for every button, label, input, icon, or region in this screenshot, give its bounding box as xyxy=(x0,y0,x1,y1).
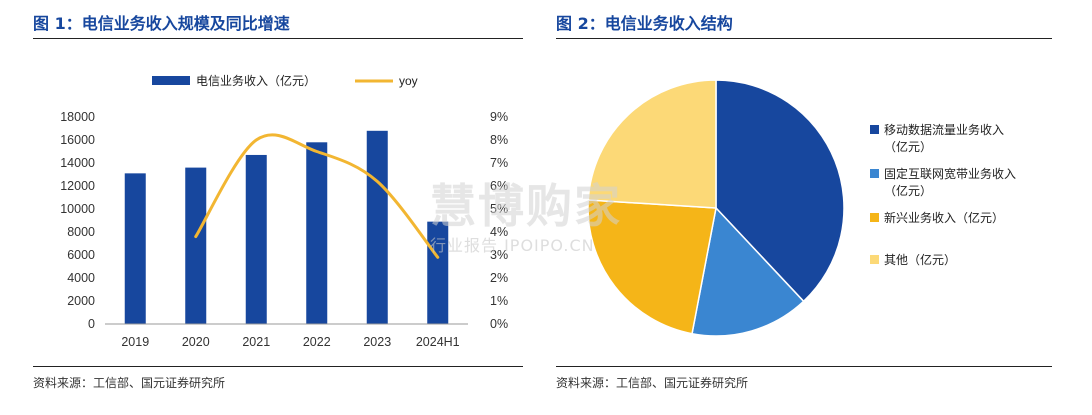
figure-1: 图 1：电信业务收入规模及同比增速 0 2000 4000 6000 8000 10000… xyxy=(33,14,523,390)
x-axis-tick-label: 2019 xyxy=(121,335,149,349)
pie-slice xyxy=(587,79,717,209)
left-axis-tick-label: 16000 xyxy=(60,133,95,147)
left-axis-tick-label: 12000 xyxy=(60,179,95,193)
right-axis-tick-label: 8% xyxy=(490,133,508,147)
left-axis-tick-label: 18000 xyxy=(60,110,95,124)
x-axis-tick-label: 2024H1 xyxy=(416,335,460,349)
x-axis-tick-label: 2022 xyxy=(303,335,331,349)
left-axis-tick-label: 2000 xyxy=(67,294,95,308)
pie-chart: 移动数据流量业务收入（亿元） 固定互联网宽带业务收入（亿元） 新兴业务收入（亿元） 其… xyxy=(587,79,1016,337)
right-axis-tick-label: 7% xyxy=(490,156,508,170)
pie-slice xyxy=(691,206,805,337)
pie-legend-label: 固定互联网宽带业务收入（亿元） xyxy=(884,166,1016,198)
right-axis-tick-label: 5% xyxy=(490,202,508,216)
pie-legend-swatch xyxy=(870,125,879,134)
right-axis-tick-label: 1% xyxy=(490,294,508,308)
x-axis-tick-label: 2023 xyxy=(363,335,391,349)
figure-2-source: 资料来源：工信部、国元证券研究所 xyxy=(556,376,749,390)
right-axis-tick-label: 4% xyxy=(490,225,508,239)
figure-2: 图 2：电信业务收入结构 移动数据流量业务收入（亿元） 固定互联网宽带业务收入（亿… xyxy=(546,0,1092,415)
pie-slice xyxy=(587,199,717,335)
pie-legend-label: 其他（亿元） xyxy=(884,252,956,267)
left-axis-tick-label: 4000 xyxy=(67,271,95,285)
bar-2023 xyxy=(366,130,388,324)
bar-2022 xyxy=(306,142,328,324)
figure-2-top-rule xyxy=(556,38,1052,39)
legend-label-revenue: 电信业务收入（亿元） xyxy=(196,73,316,88)
bar-line-chart: 0 2000 4000 6000 8000 10000 12000 14000 16000 180… xyxy=(60,73,508,349)
figure-1-top-rule xyxy=(33,38,523,39)
left-axis-tick-label: 6000 xyxy=(67,248,95,262)
right-axis-tick-label: 6% xyxy=(490,179,508,193)
left-axis-tick-label: 14000 xyxy=(60,156,95,170)
pie-legend-swatch xyxy=(870,169,879,178)
pie-legend-swatch xyxy=(870,213,879,222)
figure-1-title: 图 1：电信业务收入规模及同比增速 xyxy=(33,14,290,33)
x-axis-tick-label: 2020 xyxy=(182,335,210,349)
legend-label-yoy: yoy xyxy=(399,74,418,88)
right-axis-tick-label: 0% xyxy=(490,317,508,331)
right-axis-tick-label: 2% xyxy=(490,271,508,285)
pie-legend-label: 移动数据流量业务收入（亿元） xyxy=(884,122,1004,154)
figure-2-title: 图 2：电信业务收入结构 xyxy=(556,14,733,33)
left-axis-tick-label: 10000 xyxy=(60,202,95,216)
figure-1-source: 资料来源：工信部、国元证券研究所 xyxy=(33,376,226,390)
x-axis-tick-label: 2021 xyxy=(242,335,270,349)
right-axis-tick-label: 3% xyxy=(490,248,508,262)
figure-2-bottom-rule xyxy=(556,366,1052,367)
bar-2021 xyxy=(245,154,267,324)
right-axis-tick-label: 9% xyxy=(490,110,508,124)
left-axis-tick-label: 8000 xyxy=(67,225,95,239)
bar-2019 xyxy=(124,173,146,324)
figure-1-bottom-rule xyxy=(33,366,523,367)
bar-2024H1 xyxy=(427,221,449,324)
pie-legend-label: 新兴业务收入（亿元） xyxy=(884,210,1004,225)
pie-slice xyxy=(715,79,845,303)
yoy-line xyxy=(194,133,440,259)
bar-2020 xyxy=(185,167,207,324)
pie-legend-swatch xyxy=(870,255,879,264)
legend-swatch-bar xyxy=(152,76,190,85)
left-axis-tick-label: 0 xyxy=(88,317,95,331)
